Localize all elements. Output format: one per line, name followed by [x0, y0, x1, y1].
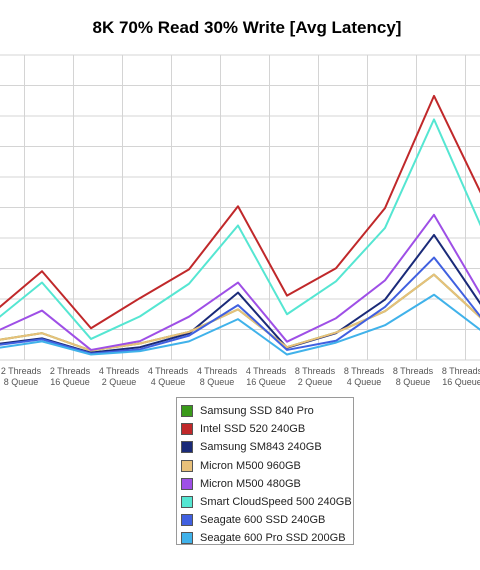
- x-tick-label: 8 Threads 2 Queue: [295, 366, 336, 387]
- series-line: [0, 213, 480, 351]
- legend-label: Samsung SM843 240GB: [200, 441, 322, 454]
- legend-swatch: [181, 532, 193, 545]
- legend-label: Samsung SSD 840 Pro: [200, 405, 314, 417]
- legend-label: Seagate 600 Pro SSD 200GB: [200, 532, 346, 545]
- legend-label: Micron M500 480GB: [200, 477, 301, 490]
- legend-item: Micron M500 480GB: [181, 475, 301, 493]
- legend-swatch: [181, 514, 193, 527]
- x-axis-tick-labels: 2 Threads 8 Queue 2 Threads 16 Queue 4 Threa…: [1, 366, 480, 387]
- legend: Samsung SSD 840 Pro Intel SSD 520 240GB Sa…: [176, 397, 354, 545]
- legend-label: Smart CloudSpeed 500 240GB: [200, 496, 352, 508]
- x-tick-label: 4 Threads 2 Queue: [99, 366, 140, 387]
- x-tick-label: 4 Threads 8 Queue: [197, 366, 238, 387]
- legend-label: Intel SSD 520 240GB: [200, 423, 306, 436]
- series-line: [0, 256, 480, 355]
- chart-title: 8K 70% Read 30% Write [Avg Latency]: [92, 18, 402, 37]
- series-line: [0, 293, 480, 356]
- series-lines: [0, 94, 480, 356]
- legend-swatch: [181, 496, 193, 508]
- legend-item: Samsung SM843 240GB: [181, 438, 322, 456]
- legend-swatch: [181, 423, 193, 436]
- x-tick-label: 4 Threads 16 Queue: [246, 366, 287, 387]
- series-line: [0, 118, 480, 340]
- legend-item: Micron M500 960GB: [181, 457, 301, 475]
- line-chart: 2 Threads 8 Queue 2 Threads 16 Queue 4 Threa…: [0, 54, 480, 387]
- x-tick-label: 8 Threads 8 Queue: [393, 366, 434, 387]
- legend-item: Smart CloudSpeed 500 240GB: [181, 493, 352, 511]
- x-tick-label: 4 Threads 4 Queue: [148, 366, 189, 387]
- legend-label: Micron M500 960GB: [200, 459, 301, 472]
- x-tick-label: 8 Threads 16 Queue: [442, 366, 480, 387]
- series-line: [0, 273, 480, 352]
- legend-swatch: [181, 441, 193, 454]
- legend-swatch: [181, 477, 193, 490]
- x-tick-label: 2 Threads 16 Queue: [50, 366, 91, 387]
- legend-item: Seagate 600 SSD 240GB: [181, 511, 325, 529]
- legend-swatch: [181, 459, 193, 472]
- legend-item: Intel SSD 520 240GB: [181, 420, 305, 438]
- x-tick-label: 8 Threads 4 Queue: [344, 366, 385, 387]
- legend-label: Seagate 600 SSD 240GB: [200, 514, 326, 527]
- legend-swatch: [181, 405, 193, 417]
- series-line: [0, 94, 480, 330]
- legend-item: Samsung SSD 840 Pro: [181, 402, 314, 420]
- gridlines: [0, 54, 480, 361]
- legend-item: Seagate 600 Pro SSD 200GB: [181, 529, 346, 547]
- x-tick-label: 2 Threads 8 Queue: [1, 366, 42, 387]
